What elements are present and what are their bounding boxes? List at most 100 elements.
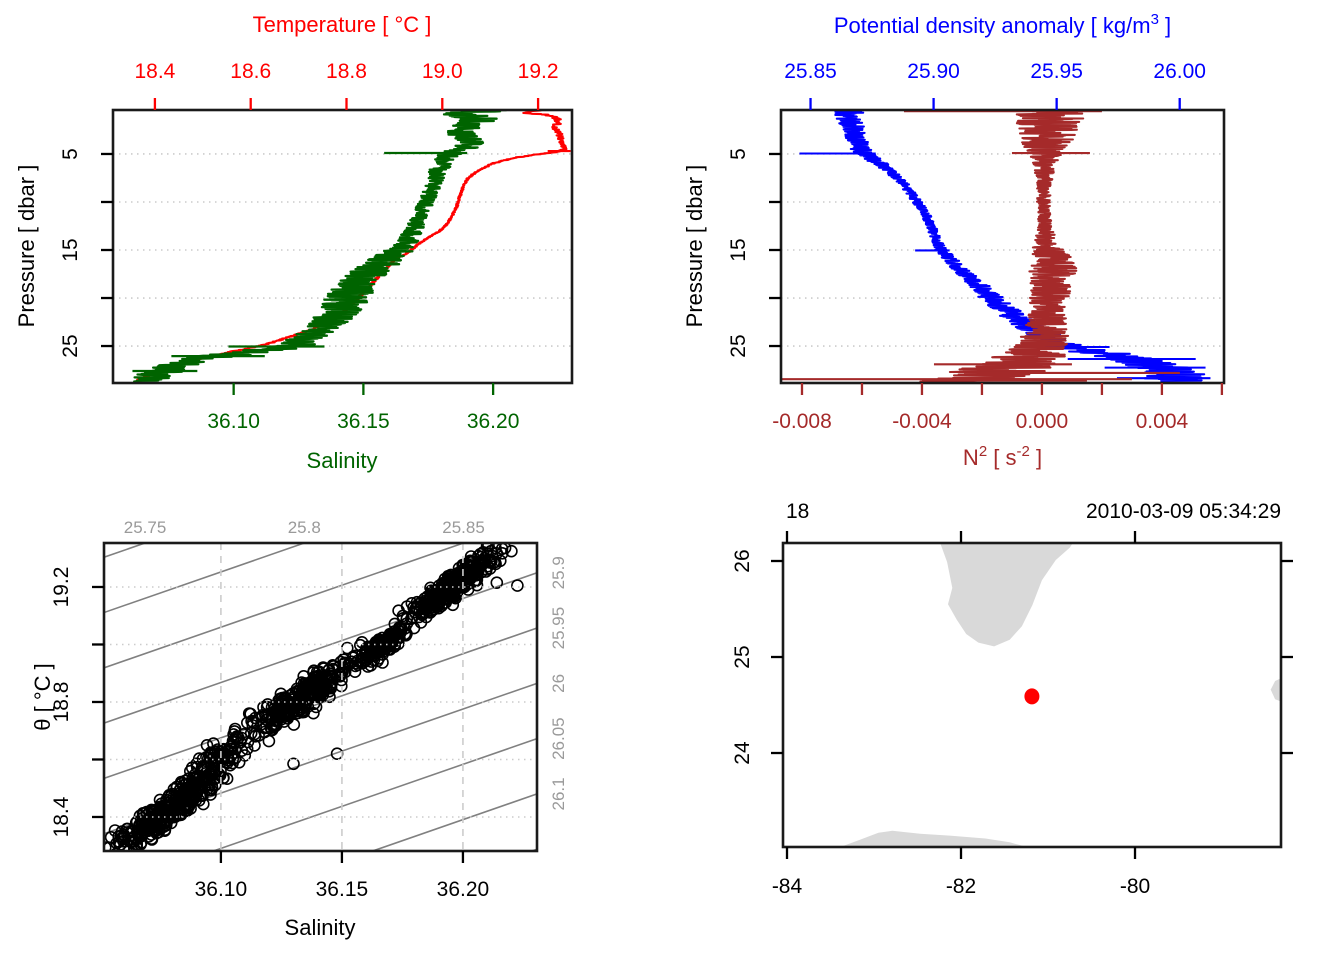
ts-point <box>182 800 196 813</box>
plot-frame <box>779 108 1226 385</box>
ts-point <box>150 813 163 826</box>
plot-frame <box>111 108 574 385</box>
pressure-axis-title-right-panel: Pressure [ dbar ] <box>682 165 707 328</box>
tick-label: 18.6 <box>230 60 271 83</box>
theta-axis-title: θ [ °C ] <box>30 663 55 730</box>
tick-label: -84 <box>772 875 803 898</box>
ts-point <box>450 571 464 585</box>
ts-point <box>118 850 124 851</box>
ts-point <box>376 637 390 650</box>
ts-point <box>196 789 209 803</box>
ts-point <box>140 818 153 831</box>
ts-point <box>505 544 518 558</box>
ts-point <box>298 698 311 711</box>
ts-point <box>159 807 173 821</box>
ts-point <box>158 824 172 838</box>
tick-label: 36.20 <box>437 878 490 901</box>
density-axis-title: Potential density anomaly [ kg/m3 ] <box>834 11 1171 38</box>
tick-label: 19.2 <box>518 60 559 83</box>
ts-point <box>197 761 211 775</box>
ts-point <box>376 656 389 669</box>
ts-point <box>173 797 187 811</box>
ts-point <box>188 791 202 805</box>
isopycnal-label-right: 25.9 <box>549 556 568 589</box>
ts-point <box>482 543 495 552</box>
isopycnal-line <box>370 793 537 851</box>
tick-label: 25 <box>59 334 82 357</box>
ts-point <box>200 769 214 783</box>
ts-point <box>139 823 153 837</box>
tick-label: 5 <box>59 148 82 160</box>
ts-point <box>185 793 198 807</box>
salinity-axis-title-ts: Salinity <box>285 915 356 940</box>
ts-point <box>498 543 512 555</box>
ts-point <box>215 743 229 757</box>
ts-point <box>274 687 288 701</box>
ts-point <box>375 631 389 645</box>
ts-point <box>248 739 261 752</box>
tick-label: 15 <box>59 238 82 261</box>
tick-label: 26.00 <box>1153 60 1206 83</box>
tick-label: 0.004 <box>1136 410 1189 433</box>
tick-label: 25 <box>731 645 754 668</box>
station-location-dot <box>1024 688 1040 705</box>
ts-point <box>307 664 321 678</box>
panel-temperature-salinity-profile: 18.4 18.6 18.8 19.0 19.2 36.10 36.15 36.20 5 15 25 <box>59 60 574 433</box>
temperature-axis-title: Temperature [ °C ] <box>253 12 432 37</box>
tick-label: 36.20 <box>467 410 520 433</box>
ts-point <box>355 648 369 661</box>
tick-label: 0.000 <box>1016 410 1069 433</box>
ts-point <box>400 612 414 626</box>
buoyancy-frequency-squared-curve <box>919 110 1092 383</box>
ts-point <box>484 544 498 558</box>
tick-label: 36.15 <box>337 410 390 433</box>
plot-frame <box>102 541 539 853</box>
tick-label: 24 <box>731 741 754 765</box>
coastline-land <box>1270 678 1281 702</box>
tick-label: 36.10 <box>195 878 248 901</box>
ts-point <box>244 726 258 740</box>
ts-point <box>182 772 196 785</box>
ts-point <box>490 576 504 590</box>
isopycnal-label-right: 26.05 <box>549 717 568 760</box>
ts-point <box>443 581 457 595</box>
isopycnal-label-right: 25.95 <box>549 607 568 650</box>
ts-point <box>279 698 293 712</box>
tick-label: 26 <box>731 549 754 572</box>
ts-point <box>240 742 254 756</box>
salinity-axis-title-profile: Salinity <box>307 448 378 473</box>
isopycnal-line <box>210 737 537 851</box>
n2-axis-title: N2 [ s-2 ] <box>963 443 1042 470</box>
isopycnal-label-top: 25.85 <box>442 518 485 537</box>
ts-point <box>197 797 210 811</box>
tick-label: 18.8 <box>326 60 367 83</box>
ts-point <box>309 700 323 714</box>
isopycnal-label-right: 26 <box>549 674 568 693</box>
tick-label: 25.85 <box>784 60 837 83</box>
ts-point <box>176 791 189 805</box>
ts-point <box>132 829 145 843</box>
coastline-land <box>940 543 1073 647</box>
ts-point <box>304 681 318 695</box>
ts-point <box>173 806 186 820</box>
tick-label: 18.8 <box>50 682 73 723</box>
potential-density-anomaly-curve <box>834 110 1206 383</box>
ts-point <box>392 604 405 618</box>
pressure-axis-title-left: Pressure [ dbar ] <box>14 165 39 328</box>
isopycnal-line <box>104 572 537 724</box>
ts-point <box>232 755 246 769</box>
ts-point <box>299 680 312 693</box>
tick-label: -0.004 <box>892 410 952 433</box>
tick-label: 25.90 <box>907 60 960 83</box>
salinity-curve <box>133 110 508 383</box>
panel-station-map: -84 -82 -80 24 25 26 <box>731 531 1293 898</box>
tick-label: 15 <box>727 238 750 261</box>
ts-point <box>268 702 281 715</box>
station-datetime-label: 2010-03-09 05:34:29 <box>1086 500 1281 523</box>
ts-point <box>435 592 448 606</box>
tick-label: 18.4 <box>134 60 175 83</box>
tick-label: 25 <box>727 334 750 357</box>
panel-density-n2-profile: 25.85 25.90 25.95 26.00 -0.008 -0.004 0.000 0.0… <box>727 11 1226 470</box>
ts-point <box>153 793 167 807</box>
